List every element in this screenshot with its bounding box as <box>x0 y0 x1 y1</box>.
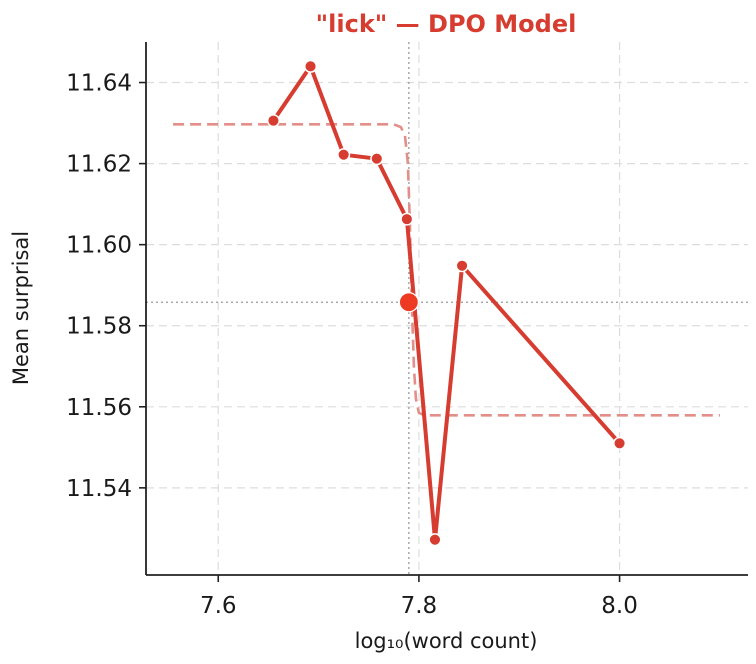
data-point <box>613 436 627 450</box>
y-tick-label: 11.56 <box>66 395 132 421</box>
x-tick-label: 7.8 <box>401 593 438 619</box>
data-point <box>266 114 280 128</box>
data-point <box>303 59 318 73</box>
data-point <box>400 212 414 226</box>
fit-curve <box>173 123 720 417</box>
axes <box>139 42 748 582</box>
x-tick-label: 8.0 <box>601 593 638 619</box>
x-axis-label: log₁₀(word count) <box>355 629 538 653</box>
y-tick-label: 11.60 <box>66 233 132 259</box>
grid-layer <box>146 42 748 575</box>
data-point <box>370 152 384 166</box>
tick-labels: 7.6 7.8 8.0 11.54 11.56 11.58 11.60 11.62 11.64 <box>66 71 638 619</box>
y-axis-label: Mean surprisal <box>9 231 33 385</box>
data-point <box>428 533 442 547</box>
y-tick-label: 11.58 <box>66 314 132 340</box>
data-point <box>455 259 469 273</box>
y-tick-label: 11.54 <box>66 476 132 502</box>
reference-lines <box>146 42 748 575</box>
y-tick-label: 11.62 <box>66 152 132 178</box>
highlight-point <box>398 292 419 313</box>
chart-title: "lick" — DPO Model <box>316 10 577 38</box>
series-layer <box>266 59 627 547</box>
data-point <box>337 148 351 162</box>
x-tick-label: 7.6 <box>200 593 237 619</box>
series-line <box>271 64 622 542</box>
fit-curve-layer <box>173 123 720 417</box>
y-tick-label: 11.64 <box>66 71 132 97</box>
